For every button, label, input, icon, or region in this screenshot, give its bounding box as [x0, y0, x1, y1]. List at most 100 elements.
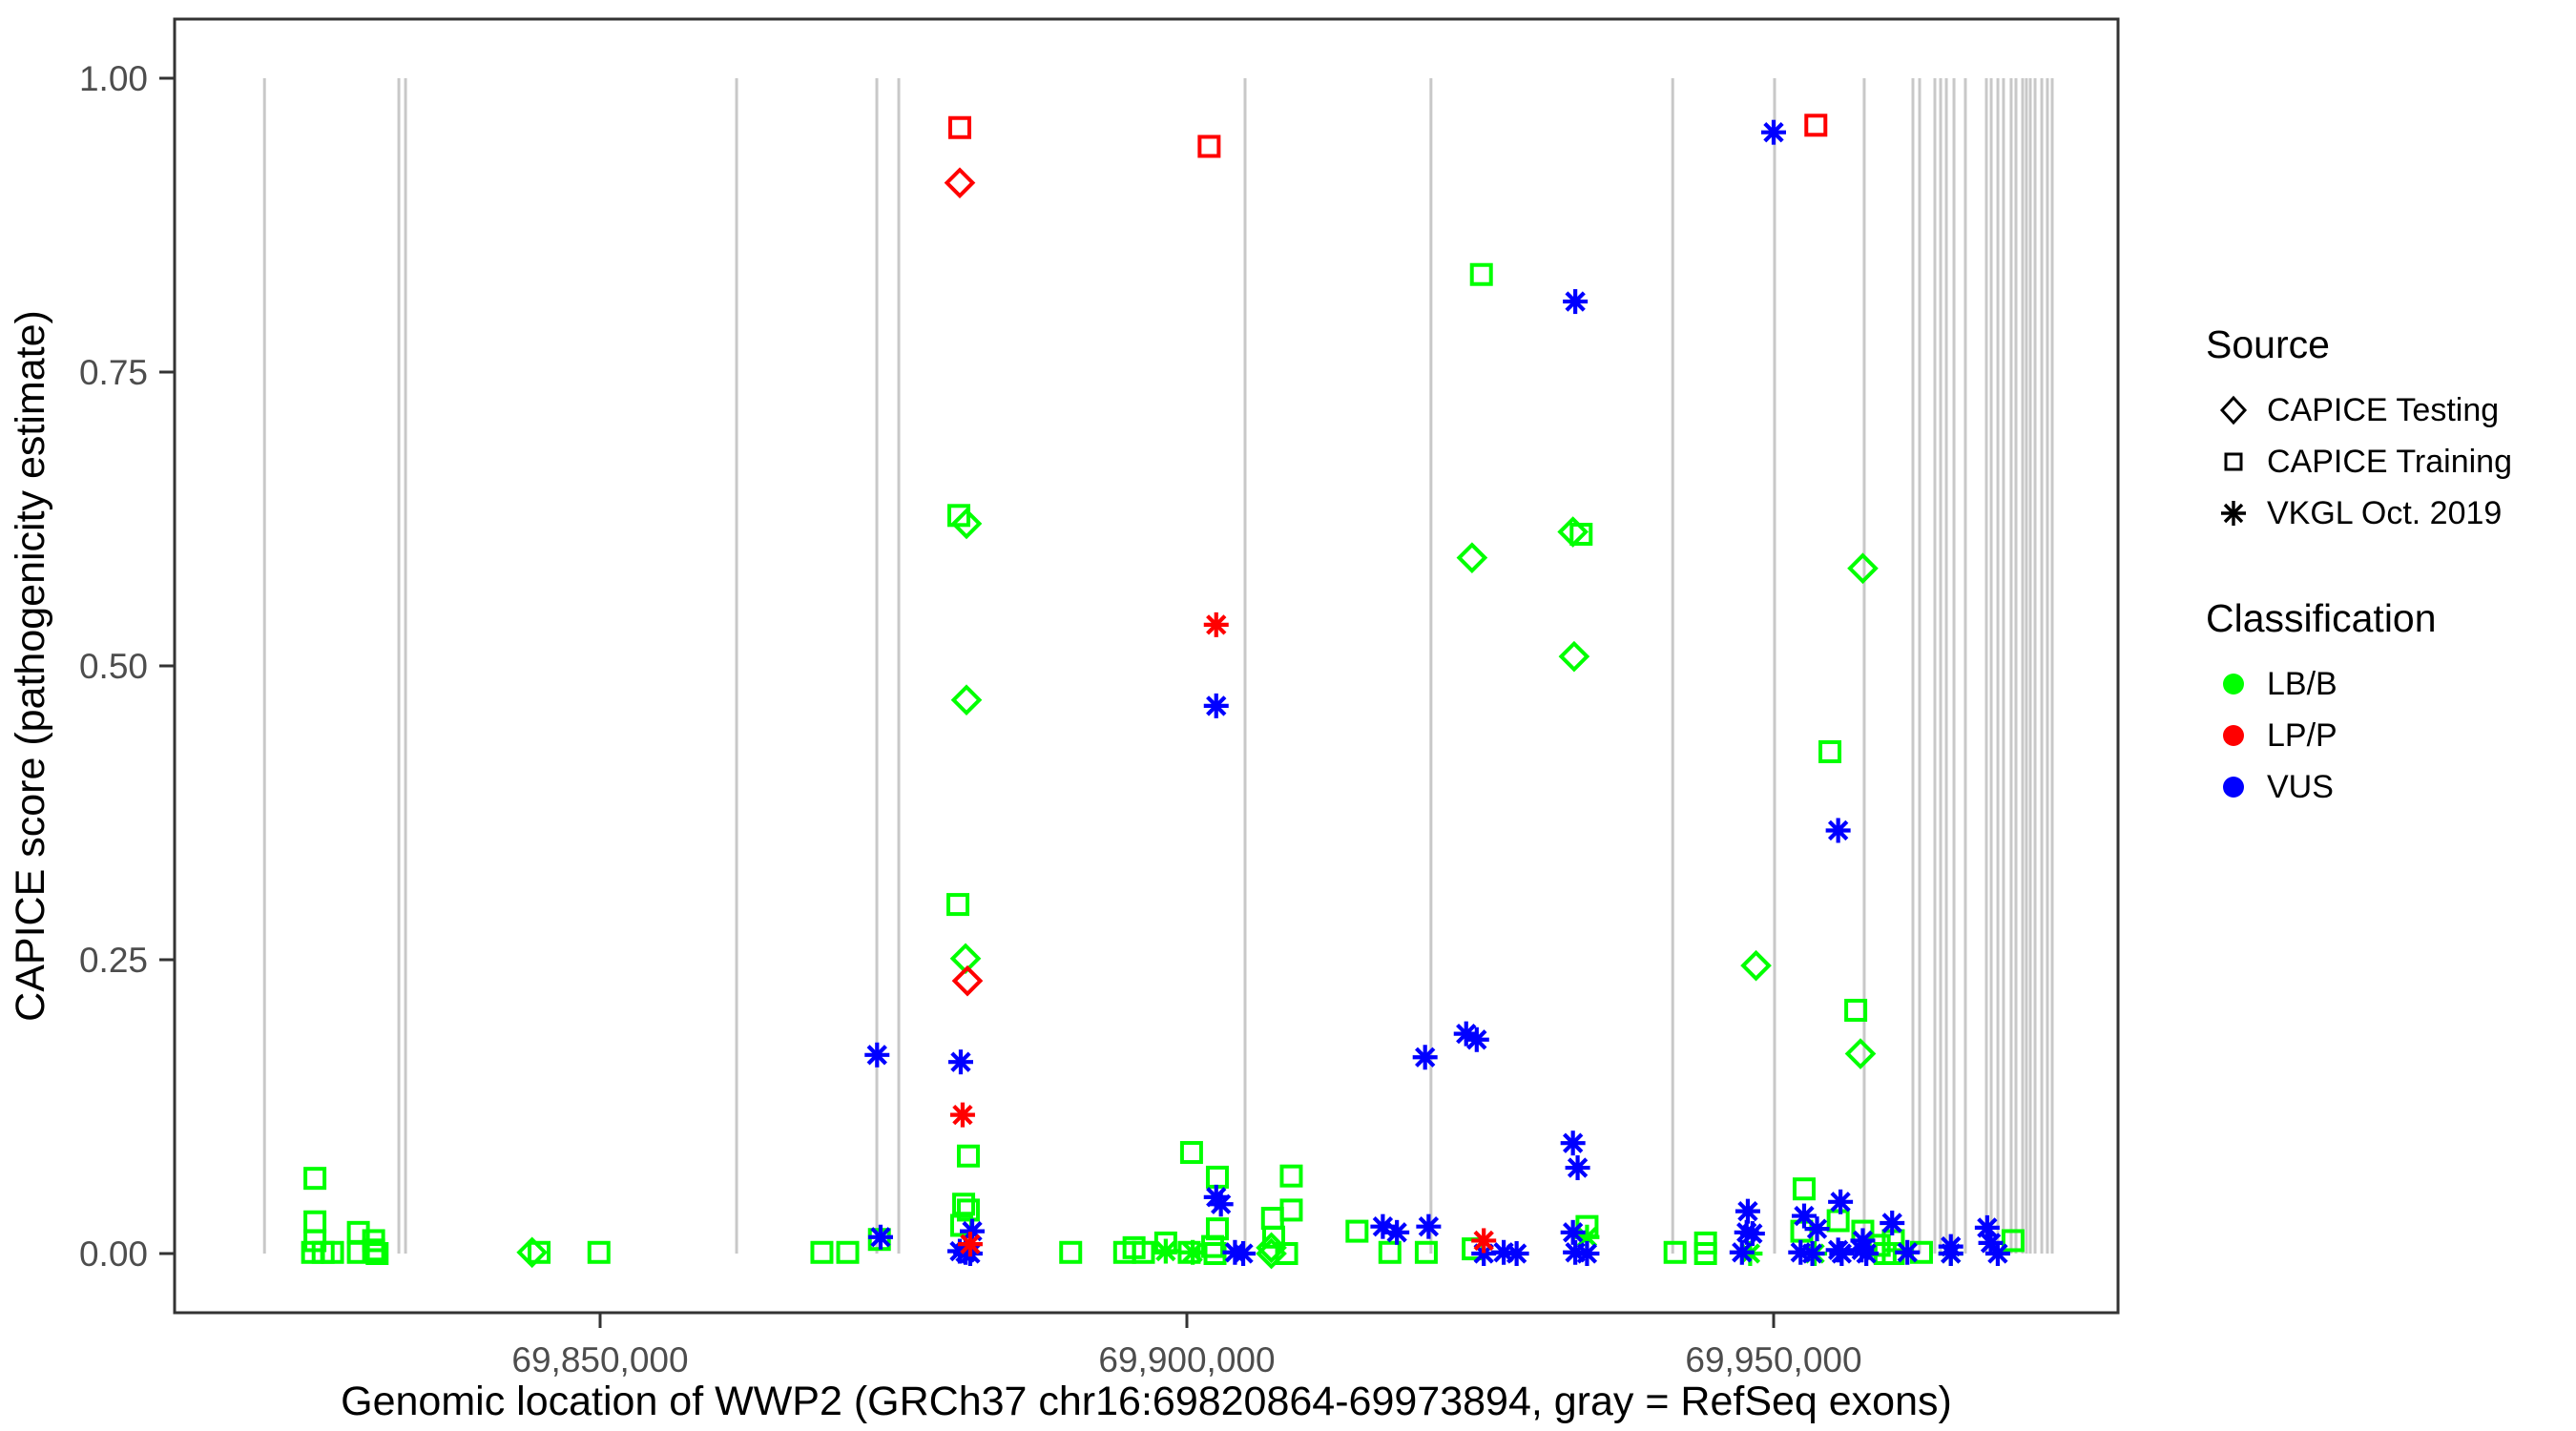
data-point-square [1132, 1240, 1155, 1264]
legend-item-lbb: LB/B [2206, 658, 2512, 710]
data-point-asterisk [1453, 1021, 1479, 1047]
y-tick-label: 0.50 [79, 647, 148, 686]
legend-item-capice-testing: CAPICE Testing [2206, 384, 2512, 436]
data-point-square [947, 504, 971, 528]
data-point-square [1279, 1198, 1303, 1222]
data-point-asterisk [864, 1042, 890, 1068]
data-point-asterisk [957, 1232, 983, 1257]
data-point-asterisk [1203, 693, 1229, 718]
legend-group-source: Source CAPICE Testing CAPICE Training [2206, 322, 2512, 539]
data-point-square [528, 1240, 551, 1264]
data-point-diamond [1844, 1038, 1877, 1069]
legend-label: CAPICE Testing [2267, 391, 2500, 428]
data-point-square [1569, 523, 1593, 547]
data-point-square [1414, 1240, 1438, 1264]
data-point-asterisk [1825, 818, 1851, 843]
data-point-square [2001, 1229, 2025, 1253]
data-point-asterisk [949, 1102, 975, 1128]
dot-icon-green [2206, 663, 2261, 705]
data-point-diamond [516, 1236, 548, 1269]
data-point-asterisk [1203, 612, 1229, 637]
data-point-diamond [1740, 949, 1772, 982]
data-point-square [303, 1167, 327, 1191]
y-tick-label: 1.00 [79, 59, 148, 98]
data-point-diamond [1256, 1237, 1287, 1270]
data-point-square [303, 1210, 327, 1234]
data-point-asterisk [1829, 1241, 1855, 1266]
data-point-asterisk [1412, 1045, 1438, 1070]
data-point-asterisk [1760, 119, 1786, 145]
data-point-asterisk [1208, 1192, 1234, 1217]
data-point-asterisk [1560, 1219, 1586, 1245]
data-point-square [1345, 1219, 1369, 1243]
data-point-square [1844, 998, 1868, 1022]
legend-label: LP/P [2267, 716, 2337, 754]
legend: Source CAPICE Testing CAPICE Training [2206, 322, 2512, 813]
data-point-square [362, 1238, 385, 1262]
data-point-asterisk [867, 1224, 893, 1250]
dot-icon-blue [2206, 766, 2261, 808]
data-point-square [1059, 1240, 1083, 1264]
x-tick-label: 69,900,000 [1098, 1340, 1275, 1379]
legend-label: VKGL Oct. 2019 [2267, 494, 2503, 531]
data-point-square [587, 1240, 611, 1264]
data-point-square [1197, 135, 1221, 158]
y-tick-label: 0.00 [79, 1234, 148, 1274]
data-point-square [956, 1198, 980, 1222]
legend-title-source: Source [2206, 322, 2330, 366]
data-point-square [1179, 1141, 1203, 1165]
data-point-asterisk [1799, 1241, 1825, 1266]
legend-item-vkgl: VKGL Oct. 2019 [2206, 487, 2512, 539]
data-point-square [836, 1240, 860, 1264]
data-point-square [947, 115, 971, 139]
data-point-asterisk [1880, 1210, 1905, 1235]
diamond-icon [2206, 389, 2261, 431]
data-point-diamond [950, 684, 983, 716]
data-point-asterisk [1565, 1155, 1590, 1181]
legend-title-classification: Classification [2206, 596, 2437, 640]
data-point-asterisk [1563, 289, 1589, 315]
data-point-square [1201, 1234, 1225, 1258]
data-point-square [1790, 1219, 1814, 1243]
x-tick-label: 69,850,000 [511, 1340, 688, 1379]
data-point-diamond [1847, 552, 1879, 585]
legend-label: CAPICE Training [2267, 443, 2512, 480]
data-point-square [1279, 1164, 1303, 1188]
data-point-asterisk [947, 1049, 973, 1075]
data-point-asterisk [1828, 1189, 1854, 1214]
data-point-square [1663, 1240, 1687, 1264]
panel-border [173, 17, 2120, 1315]
data-point-square [1792, 1177, 1816, 1201]
y-tick-label: 0.25 [79, 941, 148, 980]
legend-label: LB/B [2267, 665, 2337, 702]
data-point-asterisk [1464, 1027, 1489, 1052]
data-point-diamond [1558, 640, 1590, 673]
legend-group-classification: Classification LB/B LP/P VUS [2206, 596, 2512, 813]
data-point-asterisk [1231, 1241, 1257, 1266]
data-point-square [1378, 1240, 1402, 1264]
data-point-square [365, 1242, 389, 1265]
data-point-asterisk [1574, 1241, 1600, 1266]
data-point-square [946, 893, 970, 917]
data-point-asterisk [1471, 1228, 1497, 1254]
data-point-square [1826, 1209, 1850, 1233]
data-point-asterisk [1854, 1241, 1880, 1266]
data-point-diamond [951, 964, 984, 997]
data-point-asterisk [1974, 1214, 2000, 1240]
data-point-diamond [944, 167, 976, 198]
data-point-square [1469, 262, 1493, 286]
data-point-square [952, 1192, 976, 1216]
y-axis-title: CAPICE score (pathogenicity estimate) [8, 310, 53, 1022]
square-icon [2206, 441, 2261, 483]
legend-item-capice-training: CAPICE Training [2206, 436, 2512, 487]
dot-icon-red [2206, 715, 2261, 757]
data-point-square [1818, 739, 1842, 763]
legend-item-vus: VUS [2206, 761, 2512, 813]
data-point-asterisk [1729, 1239, 1755, 1265]
data-point-asterisk [1153, 1238, 1178, 1264]
data-point-asterisk [1504, 1241, 1529, 1266]
data-point-asterisk [1735, 1198, 1760, 1224]
data-point-square [810, 1240, 834, 1264]
